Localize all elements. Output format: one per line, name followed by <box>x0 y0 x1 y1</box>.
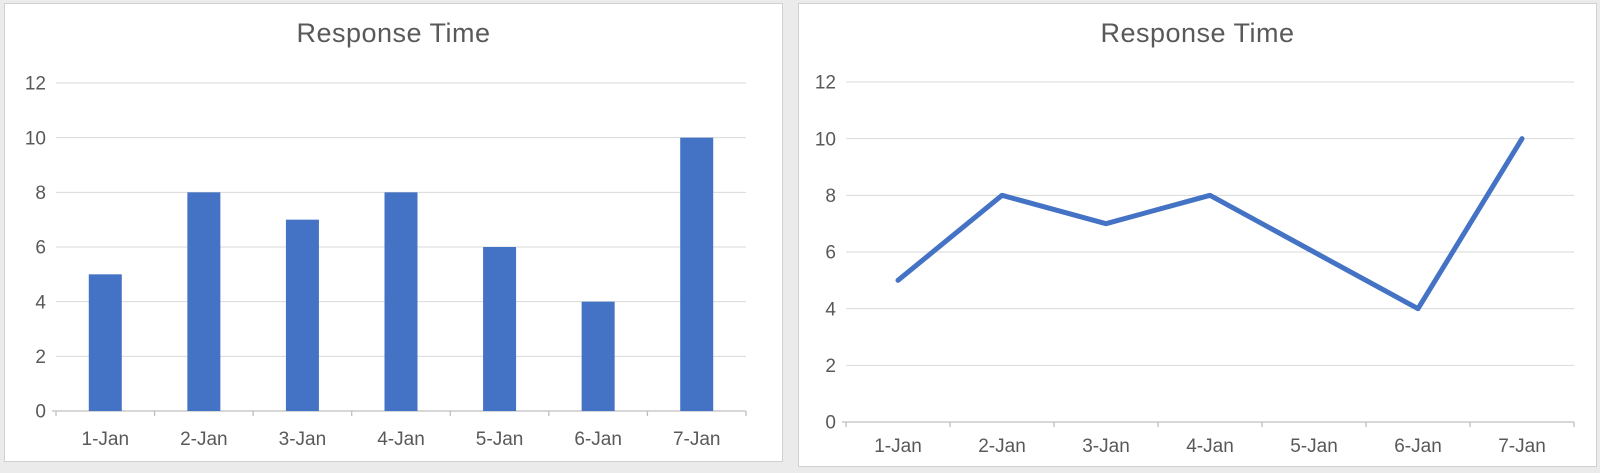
y-tick-label: 6 <box>825 243 836 264</box>
y-tick-label: 0 <box>35 402 46 423</box>
y-tick-label: 2 <box>825 356 836 377</box>
y-tick-label: 8 <box>825 186 836 207</box>
x-tick-label: 7-Jan <box>1498 436 1546 457</box>
x-tick-label: 4-Jan <box>1186 436 1234 457</box>
x-tick-label: 6-Jan <box>1394 436 1442 457</box>
x-tick-label: 5-Jan <box>1290 436 1338 457</box>
x-tick-label: 2-Jan <box>180 429 228 450</box>
bar <box>88 274 122 411</box>
line-chart-panel: Response Time 0 2 4 6 8 10 12 1-Jan 2-Jan 3-Jan 4-… <box>798 3 1597 467</box>
line-series <box>895 136 1525 312</box>
x-tick-label: 3-Jan <box>279 429 327 450</box>
y-tick-label: 0 <box>825 413 836 434</box>
bar <box>285 219 319 411</box>
line-chart: 0 2 4 6 8 10 12 1-Jan 2-Jan 3-Jan 4-Jan 5-Jan 6-Jan 7… <box>815 73 1575 457</box>
y-tick-label: 10 <box>815 129 836 150</box>
line-chart-title: Response Time <box>1100 18 1295 48</box>
x-tick-label: 6-Jan <box>574 429 622 450</box>
y-tick-label: 12 <box>815 73 836 94</box>
bar <box>483 247 517 411</box>
bar-chart-panel: Response Time 0 2 4 6 8 10 12 1-Jan 2-Jan 3-Jan 4-… <box>4 3 783 462</box>
bar-chart-title: Response Time <box>296 18 491 48</box>
y-tick-label: 8 <box>35 183 46 204</box>
x-tick-label: 4-Jan <box>377 429 425 450</box>
x-tick-label: 3-Jan <box>1082 436 1130 457</box>
x-tick-label: 1-Jan <box>82 429 130 450</box>
x-tick-label: 5-Jan <box>476 429 524 450</box>
x-tick-label: 2-Jan <box>978 436 1026 457</box>
y-tick-label: 10 <box>25 128 46 149</box>
x-tick-label: 1-Jan <box>874 436 922 457</box>
bar-chart: 0 2 4 6 8 10 12 1-Jan 2-Jan 3-Jan 4-Jan 5-Jan 6-Jan 7… <box>25 74 747 450</box>
y-tick-label: 4 <box>35 292 46 313</box>
y-tick-label: 6 <box>35 238 46 259</box>
y-tick-label: 4 <box>825 299 836 320</box>
bar <box>187 192 221 411</box>
bar <box>680 137 714 411</box>
y-tick-label: 2 <box>35 347 46 368</box>
bar <box>581 301 615 411</box>
y-tick-label: 12 <box>25 74 46 95</box>
bar <box>384 192 418 411</box>
x-tick-label: 7-Jan <box>673 429 721 450</box>
